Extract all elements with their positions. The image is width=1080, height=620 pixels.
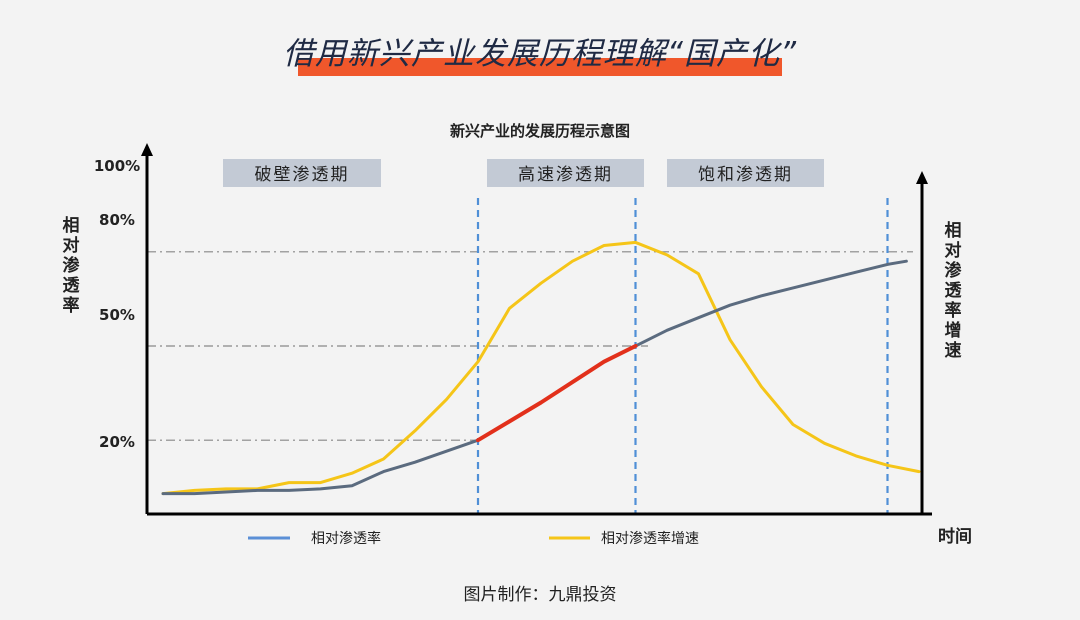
y-axis-right-label: 相对渗透率增速	[945, 220, 963, 361]
legend-label-penetration: 相对渗透率	[311, 530, 381, 547]
phase-box-1	[223, 159, 381, 187]
phase-box-3	[667, 159, 824, 187]
x-axis-label: 时间	[938, 526, 972, 547]
y-axis-left-label: 相对渗透率	[63, 215, 81, 316]
phase-label-1: 破壁渗透期	[255, 165, 350, 185]
phase-box-2	[487, 159, 644, 187]
y-tick-100: 100%	[94, 157, 140, 175]
phase-label-2: 高速渗透期	[518, 165, 613, 185]
phase-label-3: 饱和渗透期	[698, 165, 793, 185]
series-penetration-line	[161, 259, 908, 496]
legend-label-growth: 相对渗透率增速	[601, 530, 699, 547]
page-title: 借用新兴产业发展历程理解“国产化”	[282, 36, 798, 72]
penetration-highlight-segment	[476, 344, 638, 443]
y-tick-80: 80%	[99, 211, 135, 229]
y-axis-right-arrow	[916, 171, 928, 184]
y-tick-20: 20%	[99, 433, 135, 451]
y-tick-50: 50%	[99, 306, 135, 324]
chart-title: 新兴产业的发展历程示意图	[449, 122, 630, 140]
footer-credit: 图片制作：九鼎投资	[463, 585, 617, 605]
title-highlight-bar	[298, 58, 782, 76]
y-axis-left-arrow	[141, 143, 153, 156]
series-growth-line	[161, 240, 921, 496]
